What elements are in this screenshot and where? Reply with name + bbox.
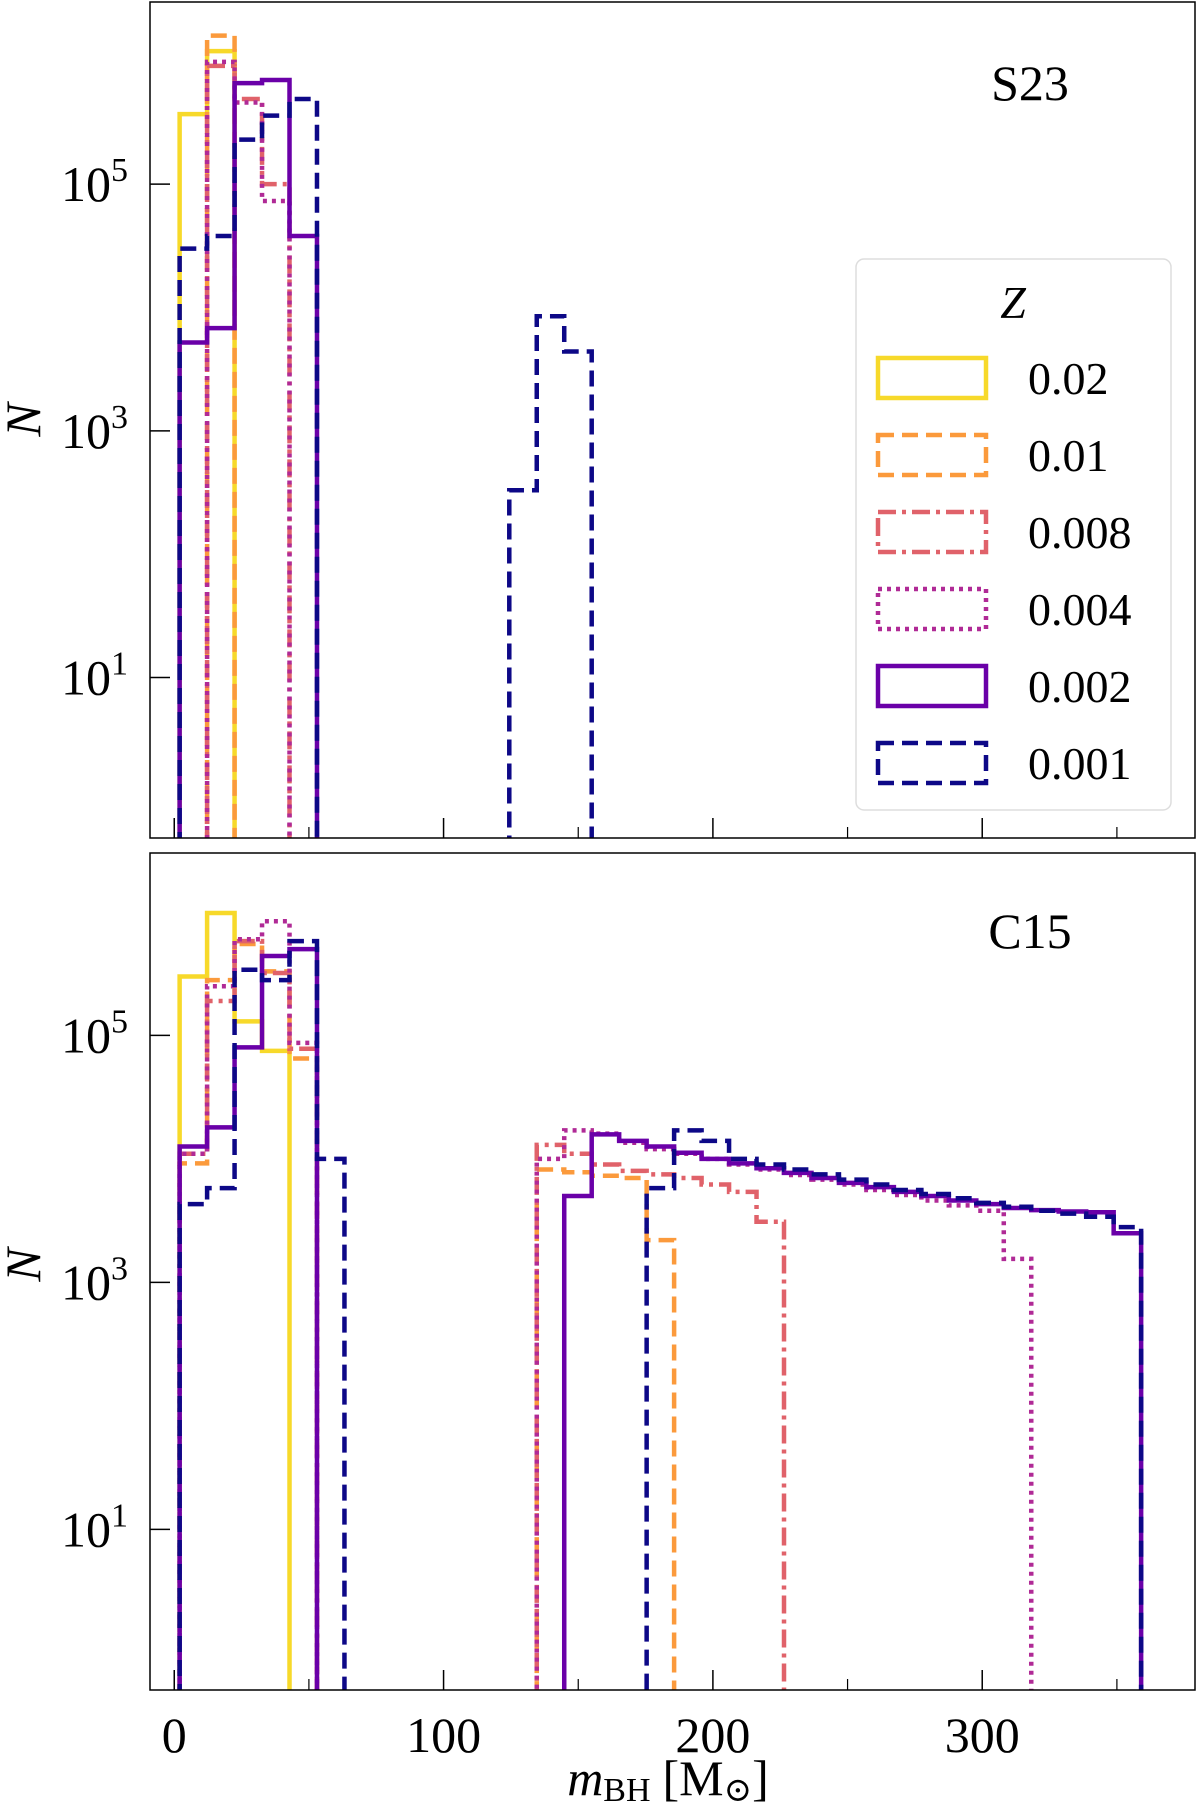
- histogram-series-0.008: [177, 938, 787, 1690]
- y-tick-label: 103: [61, 1250, 128, 1310]
- legend-label: 0.008: [1028, 507, 1132, 558]
- x-axis-label-unit-end: ]: [752, 1750, 769, 1806]
- x-axis-label-unit: [M: [663, 1750, 724, 1806]
- x-tick-label: 0: [162, 1707, 187, 1763]
- legend-swatch: [875, 586, 989, 632]
- histogram-series-0.01: [177, 941, 677, 1690]
- x-tick-label: 100: [406, 1707, 481, 1763]
- legend-swatch: [875, 432, 989, 478]
- histogram-series-0.01: [204, 33, 237, 838]
- panel-c15: 0 100 200 300 101 103 105: [61, 852, 1196, 1763]
- legend-swatch: [875, 509, 989, 555]
- legend-swatch: [875, 355, 989, 401]
- histogram-series-0.002: [177, 946, 1144, 1690]
- x-axis-label-unit-sub: ⊙: [724, 1772, 753, 1807]
- histogram-series-0.001: [177, 96, 594, 838]
- legend-label: 0.004: [1028, 584, 1132, 635]
- x-tick-label: 300: [945, 1707, 1020, 1763]
- histogram-series-0.002: [177, 77, 320, 838]
- legend: Z0.02 0.01 0.008 0.004 0.002 0.001: [855, 258, 1172, 811]
- panel-title-s23: S23: [991, 55, 1069, 111]
- legend-label: 0.02: [1028, 353, 1109, 404]
- x-axis-label-sub: BH: [603, 1772, 650, 1807]
- panel-title-c15: C15: [988, 903, 1071, 959]
- histogram-series-0.008: [204, 63, 292, 838]
- x-tick-label: 200: [675, 1707, 750, 1763]
- x-axis-label-main: m: [567, 1750, 603, 1806]
- y-axis-label-bottom: N: [0, 1246, 51, 1283]
- legend-label: 0.002: [1028, 661, 1132, 712]
- legend-title: Z: [1000, 277, 1026, 328]
- legend-swatch: [875, 740, 989, 786]
- y-tick-label: 105: [61, 1003, 128, 1063]
- y-tick-label: 101: [61, 1497, 128, 1557]
- y-tick-label: 105: [61, 152, 128, 212]
- legend-label: 0.01: [1028, 430, 1109, 481]
- plot-frame: [149, 1, 1196, 839]
- histogram-series-0.004: [204, 59, 292, 838]
- x-axis-label: mBH [M⊙]: [567, 1750, 769, 1807]
- y-tick-label: 101: [61, 646, 128, 706]
- y-tick-label: 103: [61, 399, 128, 459]
- panel-s23: 101 103 105: [61, 1, 1196, 839]
- series-group: [177, 33, 594, 838]
- legend-swatch: [875, 663, 989, 709]
- legend-label: 0.001: [1028, 738, 1132, 789]
- plot-frame: [149, 852, 1196, 1691]
- histogram-series-0.004: [177, 919, 1034, 1690]
- series-group: [177, 910, 1144, 1690]
- y-axis-label-top: N: [0, 401, 51, 438]
- histogram-series-0.001: [177, 938, 1144, 1690]
